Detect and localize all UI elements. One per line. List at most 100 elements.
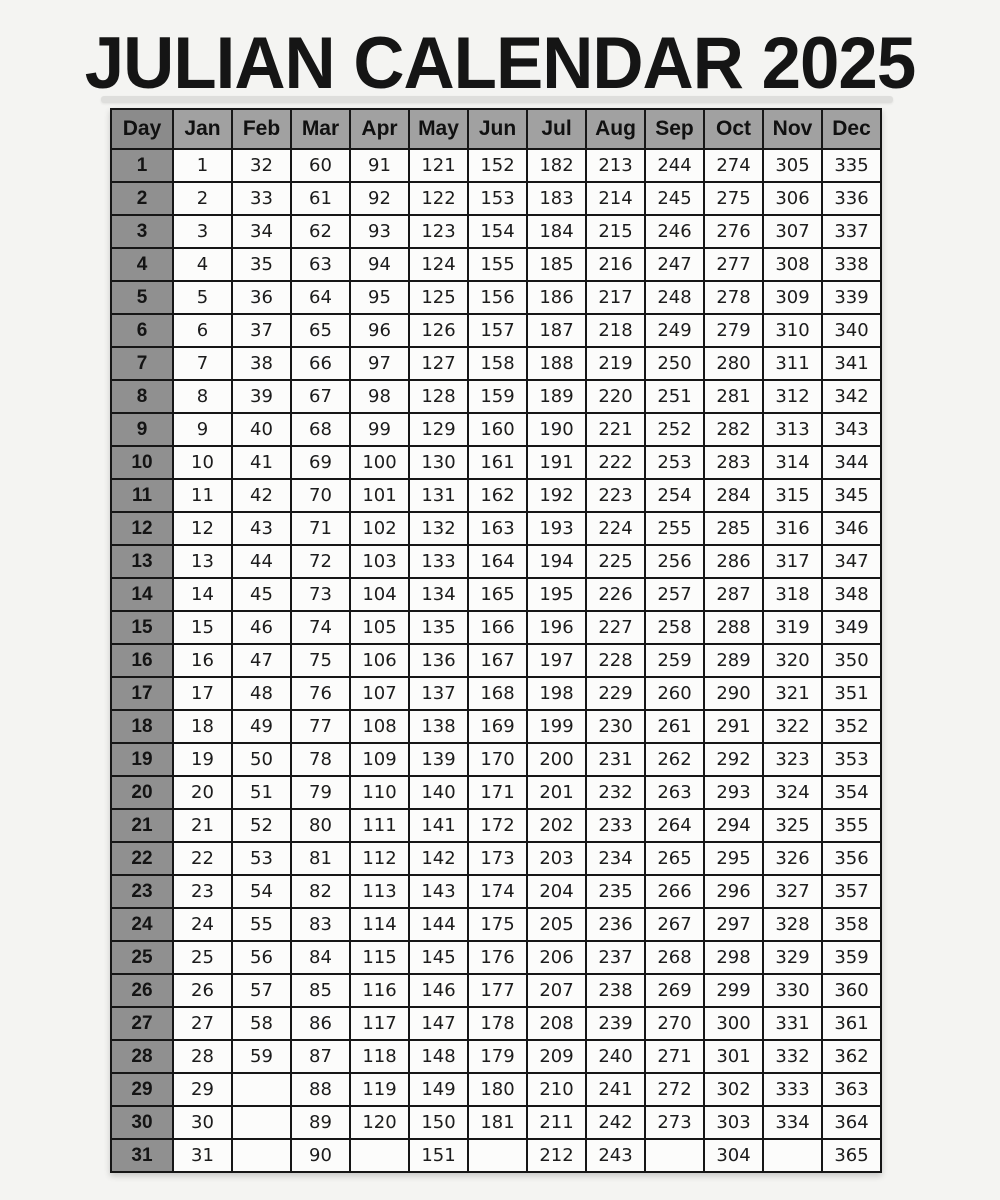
julian-day-cell: 240 [585,1039,646,1074]
julian-day-cell: 324 [762,775,823,810]
julian-day-cell: 281 [703,379,764,414]
month-header-nov: Nov [762,108,823,150]
julian-day-cell: 218 [585,313,646,348]
julian-day-cell: 6 [172,313,233,348]
julian-day-cell: 215 [585,214,646,249]
day-cell: 31 [110,1138,174,1173]
julian-day-cell: 84 [290,940,351,975]
julian-day-cell: 171 [467,775,528,810]
day-cell: 5 [110,280,174,315]
julian-day-cell: 42 [231,478,292,513]
day-cell: 8 [110,379,174,414]
julian-day-cell: 36 [231,280,292,315]
julian-day-cell: 358 [821,907,882,942]
julian-day-cell: 189 [526,379,587,414]
julian-day-cell: 113 [349,874,410,909]
page-title: JULIAN CALENDAR 2025 [84,23,916,104]
table-row: 26 26 57 85 116 146 177 207 238 269 299 330 360 [110,973,882,1008]
julian-day-cell: 272 [644,1072,705,1107]
julian-day-cell: 339 [821,280,882,315]
julian-day-cell: 102 [349,511,410,546]
julian-day-cell: 172 [467,808,528,843]
julian-day-cell: 66 [290,346,351,381]
header-row: Day Jan Feb Mar Apr May Jun Jul Aug Sep Oct Nov Dec [110,108,882,150]
julian-day-cell: 139 [408,742,469,777]
julian-day-cell: 352 [821,709,882,744]
julian-day-cell: 49 [231,709,292,744]
julian-day-cell: 233 [585,808,646,843]
julian-day-cell: 108 [349,709,410,744]
julian-day-cell: 294 [703,808,764,843]
julian-day-cell: 335 [821,148,882,183]
julian-day-cell: 238 [585,973,646,1008]
julian-day-cell: 355 [821,808,882,843]
julian-day-cell: 365 [821,1138,882,1173]
julian-day-cell: 46 [231,610,292,645]
julian-day-cell: 127 [408,346,469,381]
julian-day-cell: 131 [408,478,469,513]
julian-day-cell: 321 [762,676,823,711]
julian-day-cell: 53 [231,841,292,876]
julian-day-cell: 222 [585,445,646,480]
julian-day-cell: 126 [408,313,469,348]
julian-day-cell: 22 [172,841,233,876]
month-header-jan: Jan [172,108,233,150]
julian-day-cell: 164 [467,544,528,579]
julian-day-cell: 274 [703,148,764,183]
title-shadow-divider [101,96,893,103]
julian-day-cell: 136 [408,643,469,678]
julian-day-cell: 118 [349,1039,410,1074]
julian-day-cell: 54 [231,874,292,909]
julian-day-cell: 185 [526,247,587,282]
julian-day-cell: 76 [290,676,351,711]
julian-day-cell: 310 [762,313,823,348]
julian-day-cell: 93 [349,214,410,249]
julian-day-cell: 264 [644,808,705,843]
julian-day-cell: 256 [644,544,705,579]
julian-day-cell: 270 [644,1006,705,1041]
julian-day-cell: 110 [349,775,410,810]
julian-day-cell: 213 [585,148,646,183]
julian-day-cell: 67 [290,379,351,414]
julian-day-cell: 347 [821,544,882,579]
julian-day-cell: 180 [467,1072,528,1107]
julian-day-cell: 299 [703,973,764,1008]
julian-day-cell: 13 [172,544,233,579]
julian-day-cell: 141 [408,808,469,843]
julian-day-cell: 251 [644,379,705,414]
julian-day-cell: 1 [172,148,233,183]
julian-day-cell: 14 [172,577,233,612]
julian-day-cell: 158 [467,346,528,381]
julian-day-cell: 204 [526,874,587,909]
julian-day-cell: 156 [467,280,528,315]
day-cell: 10 [110,445,174,480]
julian-day-cell: 21 [172,808,233,843]
julian-day-cell: 196 [526,610,587,645]
julian-day-cell: 244 [644,148,705,183]
julian-day-cell: 315 [762,478,823,513]
month-header-apr: Apr [349,108,410,150]
julian-day-cell: 161 [467,445,528,480]
julian-day-cell: 239 [585,1006,646,1041]
julian-day-cell: 234 [585,841,646,876]
julian-day-cell: 120 [349,1105,410,1140]
table-row: 29 29 88 119 149 180 210 241 272 302 333 363 [110,1072,882,1107]
julian-day-cell: 144 [408,907,469,942]
julian-day-cell: 40 [231,412,292,447]
table-row: 6 6 37 65 96 126 157 187 218 249 279 310 340 [110,313,882,348]
day-cell: 23 [110,874,174,909]
empty-cell [231,1105,292,1140]
julian-day-cell: 200 [526,742,587,777]
month-header-dec: Dec [821,108,882,150]
julian-day-cell: 79 [290,775,351,810]
empty-cell [349,1138,410,1173]
julian-day-cell: 351 [821,676,882,711]
julian-day-cell: 268 [644,940,705,975]
julian-day-cell: 348 [821,577,882,612]
julian-day-cell: 167 [467,643,528,678]
day-cell: 6 [110,313,174,348]
julian-day-cell: 325 [762,808,823,843]
julian-day-cell: 99 [349,412,410,447]
julian-day-cell: 62 [290,214,351,249]
julian-day-cell: 296 [703,874,764,909]
